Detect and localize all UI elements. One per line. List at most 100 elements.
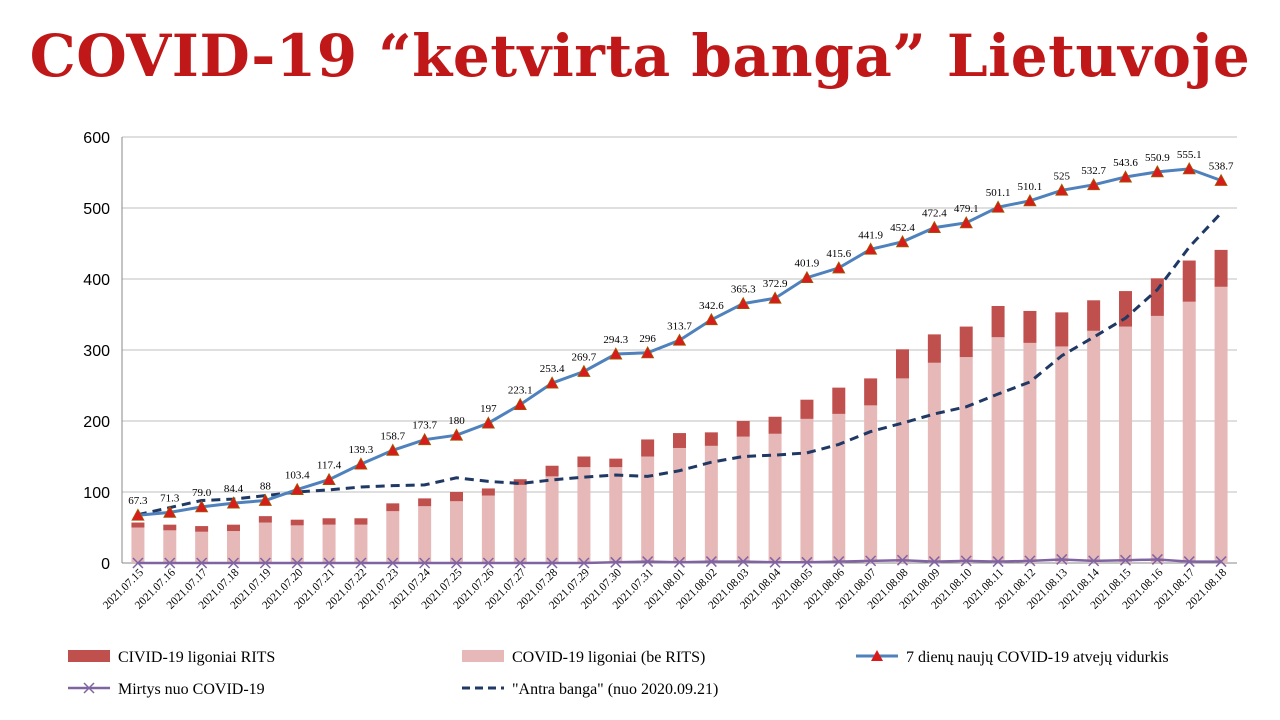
bar-non-rits [545, 476, 559, 563]
data-label: 197 [480, 403, 497, 415]
bar-non-rits [959, 357, 973, 563]
death-marker [992, 556, 1004, 568]
avg-marker [386, 443, 400, 456]
x-axis-ticks: 2021.07.152021.07.162021.07.172021.07.18… [101, 566, 1229, 611]
bar-non-rits [577, 467, 591, 563]
data-label: 472.4 [922, 208, 947, 220]
death-marker [450, 557, 463, 569]
data-label: 67.3 [128, 495, 148, 507]
death-marker [1151, 553, 1163, 565]
bar-non-rits [864, 405, 878, 563]
bar-rits [1214, 249, 1228, 287]
y-axis-ticks: 0 100 200 300 400 500 600 [83, 130, 110, 573]
data-label: 543.6 [1113, 157, 1138, 169]
bar-non-rits [227, 531, 240, 563]
avg-marker [417, 432, 432, 446]
data-label: 501.1 [986, 187, 1011, 199]
legend-label: Mirtys nuo COVID-19 [118, 681, 265, 698]
bar-non-rits [290, 525, 304, 563]
avg-marker [577, 364, 591, 377]
bar-rits [1023, 310, 1037, 343]
data-label: 342.6 [699, 300, 724, 312]
bar-rits [800, 399, 814, 419]
bar-rits [864, 378, 878, 406]
data-label: 173.7 [412, 420, 437, 432]
death-marker [642, 556, 654, 568]
legend-marker [871, 650, 883, 661]
bar-rits [131, 522, 145, 528]
bar-rits [1150, 278, 1164, 316]
death-marker [610, 556, 622, 568]
data-label: 372.9 [763, 278, 788, 290]
avg-marker [768, 291, 782, 304]
death-marker [196, 557, 208, 569]
bar-non-rits [736, 436, 750, 563]
y-tick-label: 100 [83, 485, 110, 502]
data-label: 71.3 [160, 492, 180, 504]
data-label: 313.7 [667, 320, 692, 332]
chart-title: COVID-19 “ketvirta banga” Lietuvoje [29, 22, 1251, 90]
bar-rits [513, 479, 527, 485]
bar-rits [673, 433, 686, 448]
death-marker [1119, 554, 1132, 566]
legend-label: COVID-19 ligoniai (be RITS) [512, 649, 705, 666]
bar-non-rits [609, 467, 623, 563]
bar-rits [1055, 312, 1069, 347]
avg-marker [1055, 183, 1069, 196]
bar-non-rits [163, 530, 177, 563]
bar-rits [1087, 300, 1101, 331]
data-label: 479.1 [954, 203, 979, 215]
bar-rits [609, 458, 623, 468]
death-marker [546, 557, 558, 569]
data-label: 550.9 [1145, 152, 1170, 164]
data-label: 253.4 [540, 363, 565, 375]
bar-non-rits [641, 456, 655, 563]
data-label: 103.4 [285, 470, 310, 482]
avg-marker [991, 200, 1005, 213]
bar-rits [258, 516, 272, 523]
avg-marker [609, 347, 623, 360]
legend-marker [83, 682, 95, 694]
avg-marker [832, 261, 846, 274]
bar-non-rits [673, 447, 686, 563]
y-tick-label: 500 [83, 201, 110, 218]
death-marker [514, 557, 526, 569]
avg-marker [449, 428, 464, 441]
bar-rits [481, 488, 495, 496]
bar-non-rits [131, 527, 145, 563]
death-marker [1183, 556, 1195, 568]
data-label: 79.0 [192, 487, 212, 499]
data-label: 296 [639, 333, 656, 345]
bar-rits [704, 432, 718, 446]
bar-rits [896, 349, 909, 379]
avg-marker [927, 220, 942, 233]
bar-rits [641, 439, 655, 457]
legend: CIVID-19 ligoniai RITS COVID-19 ligoniai … [68, 649, 1169, 698]
avg-marker [672, 333, 687, 346]
line-second-wave [137, 211, 1223, 517]
avg-marker [1023, 193, 1037, 207]
bar-non-rits [386, 511, 400, 563]
bar-non-rits [1119, 326, 1132, 563]
death-marker [259, 557, 271, 569]
data-label: 117.4 [317, 460, 342, 472]
data-label: 555.1 [1177, 149, 1202, 161]
avg-marker [1086, 177, 1101, 191]
lines [131, 162, 1228, 569]
death-marker [1056, 553, 1068, 565]
bar-rits [354, 518, 368, 525]
bar-non-rits [1023, 342, 1037, 563]
death-marker [928, 556, 940, 568]
data-labels: 67.3 71.3 79.0 84.4 88 103.4 117.4 139.3 158.7 17… [128, 149, 1234, 507]
bar-non-rits [1055, 346, 1069, 563]
bar-non-rits [322, 524, 336, 563]
data-label: 510.1 [1018, 181, 1043, 193]
bar-non-rits [354, 524, 368, 563]
bar-rits [736, 421, 750, 437]
data-label: 538.7 [1209, 161, 1234, 173]
avg-marker [1118, 170, 1133, 183]
avg-marker [290, 482, 304, 495]
death-marker [355, 557, 367, 569]
bar-non-rits [1182, 301, 1196, 563]
